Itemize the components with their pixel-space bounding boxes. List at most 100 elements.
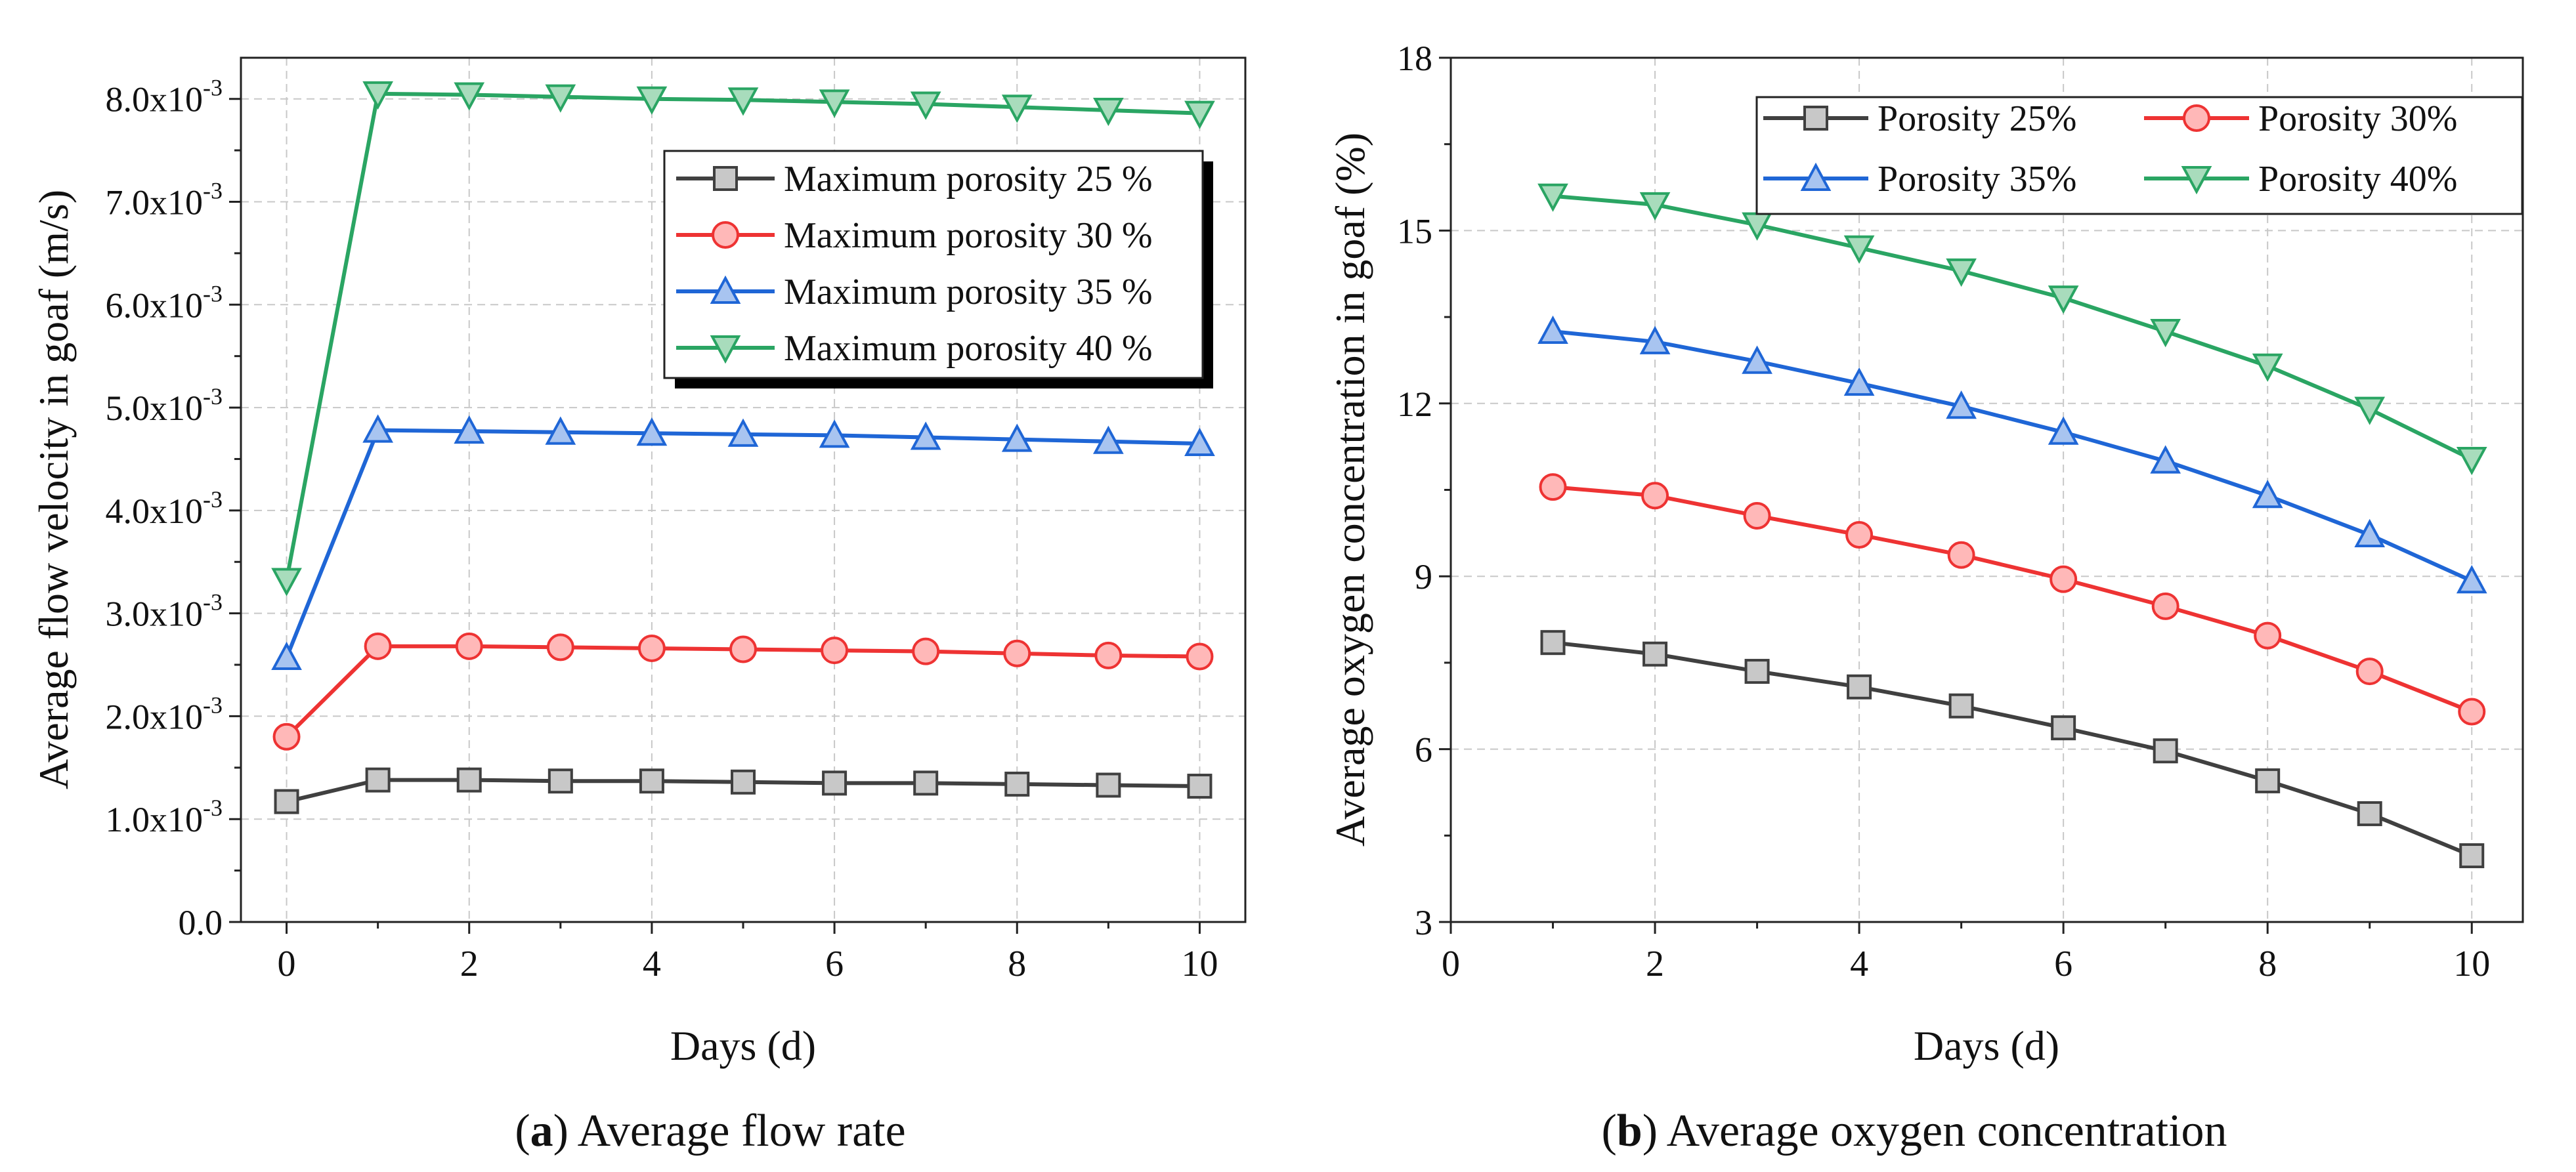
data-point <box>1847 674 1872 700</box>
legend-entry-1: Porosity 25% <box>1763 98 2076 139</box>
data-point <box>637 634 666 662</box>
x-tick-label: 8 <box>1008 944 1026 984</box>
data-point <box>545 84 576 113</box>
y-tick-label: 18 <box>1397 39 1432 78</box>
data-point <box>819 89 850 118</box>
data-point <box>454 415 485 444</box>
data-point <box>1843 367 1875 396</box>
data-point <box>1003 639 1031 667</box>
caption-b: (b) Average oxygen concentration <box>1601 1106 2227 1156</box>
legend-marker <box>2181 166 2212 195</box>
series-b-4 <box>1537 183 2487 476</box>
x-axis-label-b: Days (d) <box>1914 1022 2059 1069</box>
legend-label: Porosity 40% <box>2258 159 2457 199</box>
panel-a: 0 2 4 6 8 10 0.0 1.0x10-3 2.0x10-3 3.0x10-3 4.0x10… <box>30 56 1247 1156</box>
data-point <box>2354 396 2386 425</box>
data-point <box>2354 518 2386 547</box>
data-point <box>2150 319 2181 348</box>
data-point <box>1184 100 1215 129</box>
data-point <box>819 419 850 448</box>
x-tick-label: 8 <box>2258 944 2277 984</box>
data-point <box>912 637 940 665</box>
y-tick-label: 3 <box>1415 903 1432 942</box>
data-point <box>1948 693 1974 719</box>
legend-label: Porosity 25% <box>1878 98 2076 139</box>
data-point <box>1744 659 1770 684</box>
ticks-b: 0 2 4 6 8 10 3 6 9 12 15 18 <box>1397 39 2490 984</box>
legend-marker <box>713 166 738 191</box>
x-tick-label: 6 <box>2054 944 2072 984</box>
legend-a: Maximum porosity 25 % Maximum porosity 30… <box>663 150 1213 388</box>
y-tick-label: 6 <box>1415 730 1432 770</box>
legend-entry-3: Porosity 35% <box>1763 159 2076 199</box>
data-point <box>1946 258 1977 287</box>
y-tick-label: 5.0x10-3 <box>106 383 223 428</box>
legend-label: Maximum porosity 35 % <box>784 272 1153 312</box>
legend-label: Maximum porosity 40 % <box>784 328 1153 369</box>
data-point <box>1639 325 1671 354</box>
data-point <box>1184 427 1215 456</box>
data-point <box>636 417 668 446</box>
legend-entry-2: Porosity 30% <box>2144 98 2457 139</box>
ticks-a: 0 2 4 6 8 10 0.0 1.0x10-3 2.0x10-3 3.0x10-3 4.0x10… <box>106 75 1218 984</box>
data-point <box>2255 768 2281 793</box>
x-tick-label: 2 <box>460 944 479 984</box>
data-point <box>2252 480 2283 509</box>
data-point <box>1946 390 1977 419</box>
y-tick-label: 9 <box>1415 557 1432 596</box>
data-point <box>2151 592 2179 620</box>
caption-text-b: Average oxygen concentration <box>1658 1106 2227 1156</box>
legend-marker <box>2183 104 2210 132</box>
y-tick-label: 2.0x10-3 <box>106 692 223 736</box>
data-point <box>455 632 483 660</box>
data-point <box>1539 473 1567 501</box>
series-line <box>1553 329 2473 583</box>
y-tick-label: 12 <box>1397 385 1432 424</box>
series-b <box>1537 183 2487 869</box>
data-point <box>1641 482 1669 510</box>
x-axis-label-a: Days (d) <box>670 1022 816 1069</box>
data-point <box>1096 772 1121 798</box>
data-point <box>547 768 573 794</box>
data-point <box>272 722 301 751</box>
series-line <box>1553 194 2473 461</box>
series-a <box>271 81 1215 814</box>
legend-marker <box>710 335 741 364</box>
legend-box-b <box>1755 96 2523 215</box>
x-tick-label: 10 <box>1181 944 1218 984</box>
data-point <box>639 768 664 794</box>
data-point <box>1001 423 1033 452</box>
data-point <box>2456 565 2487 594</box>
data-point <box>727 418 759 447</box>
caption-letter-a: a <box>530 1106 553 1156</box>
caption-text-a: Average flow rate <box>569 1106 906 1156</box>
series-a-1 <box>274 767 1213 814</box>
x-tick-label: 6 <box>825 944 844 984</box>
data-point <box>731 769 756 795</box>
series-a-3 <box>271 414 1215 671</box>
data-point <box>2458 698 2486 726</box>
y-tick-label: 7.0x10-3 <box>106 178 223 222</box>
legend-entry-4: Maximum porosity 40 % <box>676 328 1153 369</box>
data-point <box>1947 541 1975 569</box>
legend-label: Maximum porosity 30 % <box>784 215 1153 256</box>
data-point <box>729 635 757 663</box>
legend-box-a <box>663 150 1204 379</box>
y-axis-label-b: Average oxygen concentration in goaf (%) <box>1327 133 1373 847</box>
x-tick-label: 2 <box>1646 944 1664 984</box>
legend-marker <box>710 275 741 304</box>
data-point <box>913 770 939 796</box>
data-point <box>271 641 302 671</box>
y-tick-label: 8.0x10-3 <box>106 75 223 119</box>
legend-label: Maximum porosity 25 % <box>784 159 1153 199</box>
legend-entry-4: Porosity 40% <box>2144 159 2457 199</box>
data-point <box>456 767 482 793</box>
x-tick-label: 4 <box>1850 944 1868 984</box>
legend-label: Porosity 35% <box>1878 159 2076 199</box>
data-point <box>1743 502 1771 530</box>
data-point <box>821 637 849 665</box>
data-point <box>2048 416 2079 445</box>
data-point <box>2048 285 2079 314</box>
data-point <box>2051 715 2076 741</box>
